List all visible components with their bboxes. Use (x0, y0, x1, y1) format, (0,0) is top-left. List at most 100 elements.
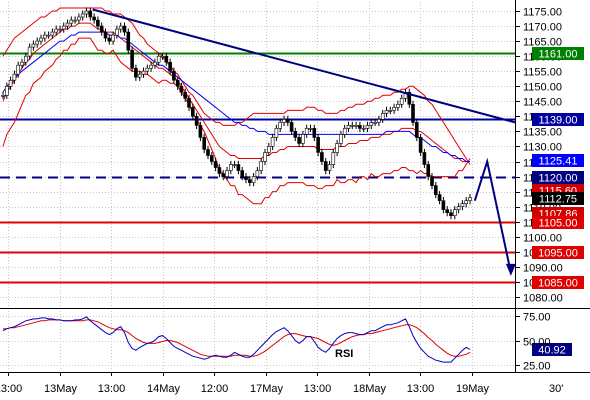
x-tick-label: 13:00 (98, 383, 126, 395)
candle-body (99, 25, 104, 33)
candle-body (107, 37, 112, 42)
candle-body (115, 28, 119, 36)
candle-body (50, 31, 55, 36)
candle-body (452, 209, 457, 216)
y-tick-label: 1100.00 (523, 233, 562, 245)
candle-body (244, 176, 248, 180)
candle-body (414, 122, 419, 138)
candle-body (103, 31, 108, 39)
candle-body (65, 22, 70, 27)
candle-body (42, 34, 47, 39)
candle-body (77, 16, 81, 21)
timeframe-label: 30' (549, 383, 563, 395)
rsi-tick-label: 25.00 (523, 361, 551, 373)
level-badge-label: 1161.00 (539, 49, 578, 61)
candle-body (369, 122, 374, 126)
candle-body (373, 122, 377, 124)
forecast-arrowhead (505, 263, 516, 276)
rsi-series: 40.92 (2, 316, 572, 363)
candle-body (96, 19, 100, 27)
rsi-title: RSI (335, 348, 353, 360)
candle-body (456, 206, 461, 210)
candle-body (217, 167, 222, 174)
level-badge-label: 1105.00 (539, 218, 578, 230)
level-badge-label: 1085.00 (538, 278, 578, 290)
x-tick-label: 13May (44, 383, 78, 395)
candle-body (289, 122, 294, 132)
candle-body (232, 164, 237, 166)
y-tick-label: 1130.00 (523, 142, 562, 154)
x-tick-label: 13:00 (304, 383, 332, 395)
candle-body (304, 128, 309, 135)
level-badges: 1161.001139.001125.411120.001115.601112.… (532, 47, 584, 290)
candle-body (422, 152, 427, 165)
x-tick-label: 13:00 (0, 383, 22, 395)
candle-body (198, 125, 203, 138)
candle-body (426, 164, 431, 177)
x-tick-label: 14May (147, 383, 181, 395)
candle-body (392, 107, 396, 111)
candle-body (156, 55, 161, 63)
candle-body (350, 125, 355, 127)
candle-body (84, 10, 89, 15)
candle-body (468, 197, 472, 201)
level-badge (532, 192, 584, 205)
level-badge-label: 1112.75 (539, 194, 577, 206)
candle-body (225, 170, 229, 177)
candle-body (58, 28, 62, 31)
candle-body (69, 19, 74, 24)
candle-body (418, 137, 423, 153)
candle-body (88, 10, 93, 18)
candle-body (187, 98, 191, 108)
candle-body (312, 128, 317, 138)
candle-body (179, 86, 184, 93)
forecast-arrow (473, 157, 512, 274)
candle-body (23, 55, 28, 63)
level-badge-label: 1125.41 (539, 156, 578, 168)
candle-body (5, 86, 9, 96)
candle-body (354, 125, 358, 127)
candle-body (411, 104, 415, 123)
candle-body (221, 173, 225, 177)
trend-annotations (92, 8, 516, 276)
y-tick-label: 1175.00 (523, 7, 562, 19)
level-badge (532, 154, 584, 167)
y-tick-label: 1165.00 (523, 37, 562, 49)
candle-body (149, 64, 153, 69)
candle-body (430, 176, 434, 186)
candle-body (433, 185, 438, 195)
candle-body (331, 152, 336, 165)
candle-body (160, 55, 165, 58)
x-tick-label: 12:00 (201, 383, 229, 395)
candle-body (80, 13, 85, 18)
candle-body (130, 49, 134, 69)
x-tick-label: 19May (456, 383, 490, 395)
level-badge-label: 1120.00 (539, 173, 578, 185)
candle-body (202, 137, 206, 150)
candle-body (240, 170, 244, 177)
candle-body (342, 128, 347, 135)
candle-body (194, 116, 199, 126)
trendline (92, 8, 516, 124)
candle-body (16, 64, 21, 75)
y-tick-label: 1090.00 (523, 263, 563, 275)
candle-body (46, 34, 51, 37)
candle-body (320, 152, 324, 162)
candle-body (259, 161, 264, 171)
candle-body (118, 25, 123, 30)
candle-body (270, 137, 275, 147)
level-badge (532, 113, 584, 126)
candle-body (134, 67, 138, 78)
candle-body (126, 31, 131, 51)
candle-body (191, 107, 195, 117)
candle-body (92, 16, 96, 21)
price-series (1, 7, 472, 220)
candle-body (172, 70, 176, 81)
candle-body (263, 152, 267, 162)
candle-body (464, 200, 469, 204)
candle-body (236, 164, 241, 171)
rsi-axis: 75.00 50.00 25.00 (515, 312, 551, 373)
candle-body (31, 43, 36, 48)
candle-body (8, 80, 13, 87)
candle-body (251, 176, 256, 183)
